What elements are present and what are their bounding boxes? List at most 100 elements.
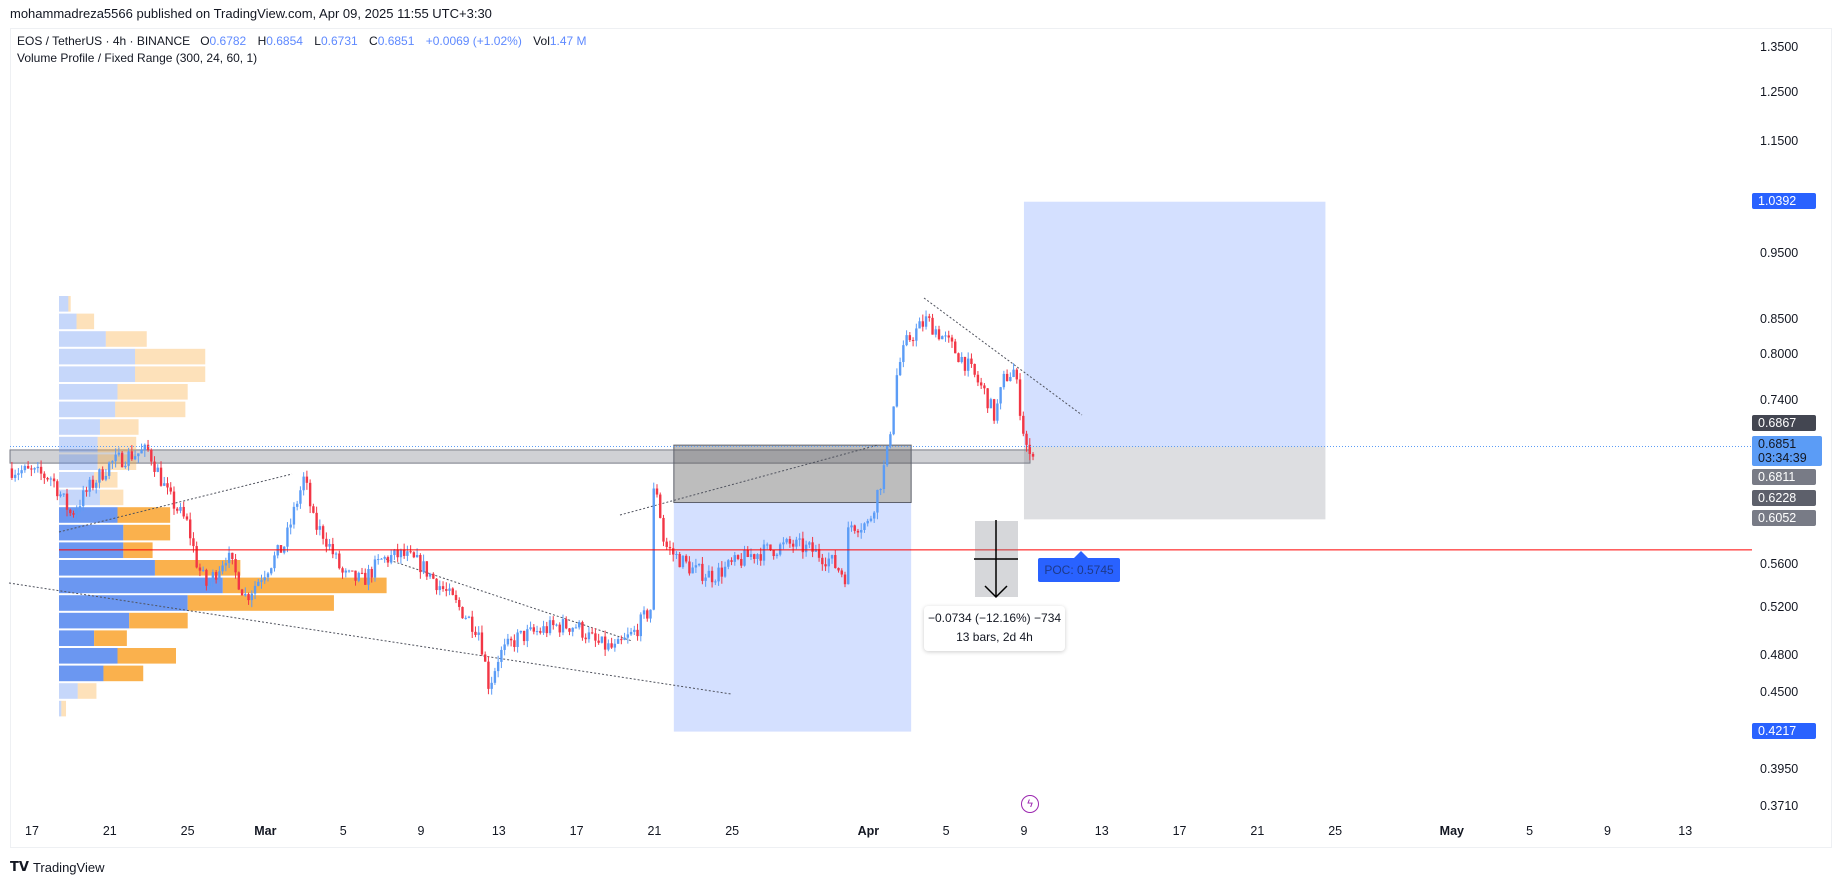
volume-profile-up-bar (59, 366, 136, 382)
volume-profile-up-bar (59, 630, 95, 646)
trend-line (58, 473, 293, 533)
price-tick: 0.8500 (1760, 311, 1799, 326)
time-tick: Apr (857, 824, 880, 838)
candle-body (1002, 373, 1006, 388)
candle-body (529, 627, 532, 630)
candle-body (380, 558, 383, 560)
candle-body (467, 616, 471, 618)
candle-body (218, 571, 221, 580)
candle-body (214, 572, 218, 580)
candle-body (480, 632, 484, 655)
candle-body (681, 555, 685, 568)
high-label: H (257, 34, 267, 48)
volume-profile-down-bar (117, 384, 188, 400)
candle-body (143, 444, 147, 451)
candle-body (516, 632, 519, 647)
candle-body (490, 682, 493, 689)
candle-body (299, 490, 302, 504)
candle-body (837, 568, 840, 571)
candle-body (438, 586, 442, 591)
candle-body (448, 588, 451, 591)
high-value: 0.6854 (266, 34, 303, 48)
candle-body (723, 566, 727, 577)
candle-body (101, 469, 104, 480)
price-tag: 0.6228 (1752, 490, 1816, 507)
candle-body (445, 589, 448, 591)
candle-body (642, 610, 646, 615)
volume-profile-down-bar (117, 648, 176, 664)
candle-body (620, 639, 623, 641)
volume-profile-up-bar (59, 683, 78, 699)
candle-body (188, 519, 192, 539)
candle-body (662, 517, 665, 542)
volume-profile-down-bar (97, 454, 137, 470)
price-tick: 0.5200 (1760, 600, 1799, 615)
candle-body (720, 567, 724, 577)
candle-body (954, 341, 957, 354)
candle-body (503, 644, 506, 650)
candle-body (205, 569, 208, 586)
time-tick: 13 (1678, 824, 1693, 838)
candle-body (65, 493, 69, 510)
candle-body (292, 506, 296, 525)
candle-body (672, 548, 675, 555)
candle-body (351, 570, 354, 572)
candle-body (318, 526, 322, 530)
tradingview-logo[interactable]: 𝗧𝗩 TradingView (10, 859, 104, 875)
symbol-legend: EOS / TetherUS · 4h · BINANCE O0.6782 H0… (17, 34, 595, 48)
position-stop-zone (1023, 446, 1326, 520)
candle-body (915, 328, 918, 341)
long-target-zone (673, 502, 912, 732)
candle-body (17, 473, 20, 475)
candle-body (944, 335, 947, 337)
volume-value: 1.47 M (549, 34, 587, 48)
candle-body (957, 353, 960, 363)
symbol-title[interactable]: EOS / TetherUS · 4h · BINANCE (17, 34, 191, 48)
candle-body (98, 469, 101, 483)
candle-body (367, 569, 370, 585)
candle-body (127, 451, 130, 466)
candle-body (691, 567, 694, 574)
candle-body (315, 512, 318, 530)
candle-body (33, 468, 36, 470)
candle-body (224, 563, 228, 566)
volume-profile-up-bar (59, 348, 136, 365)
candle-body (665, 541, 668, 547)
candle-body (911, 340, 915, 342)
candle-body (966, 358, 970, 371)
time-tick: 5 (339, 824, 347, 838)
candle-body (91, 479, 95, 488)
volume-profile-up-bar (59, 560, 155, 576)
candle-body (328, 543, 331, 547)
candle-body (169, 487, 172, 492)
volume-profile-down-bar (117, 507, 171, 523)
candle-body (386, 557, 390, 563)
candle-body (960, 356, 963, 363)
candle-body (548, 620, 552, 634)
volume-profile-down-bar (99, 419, 139, 435)
candle-body (412, 552, 416, 558)
candle-body (302, 476, 305, 491)
candle-body (613, 643, 617, 648)
candle-body (104, 475, 108, 480)
candle-body (581, 622, 584, 638)
candle-body (52, 478, 56, 482)
candle-body (937, 329, 941, 340)
candle-body (545, 626, 548, 634)
volume-profile-down-bar (123, 524, 171, 541)
candle-body (788, 538, 792, 544)
candle-body (840, 570, 843, 575)
candle-body (568, 628, 571, 632)
candle-body (266, 573, 270, 578)
volume-profile-up-bar (59, 454, 98, 470)
candle-body (227, 552, 231, 564)
candle-body (941, 336, 944, 340)
candle-body (649, 609, 652, 619)
indicator-legend[interactable]: Volume Profile / Fixed Range (300, 24, 6… (17, 51, 258, 65)
candle-body (263, 577, 266, 581)
candle-body (577, 622, 581, 628)
candle-body (639, 614, 642, 637)
time-tick: 13 (1094, 824, 1109, 838)
lightning-icon[interactable]: ϟ (1021, 795, 1039, 813)
